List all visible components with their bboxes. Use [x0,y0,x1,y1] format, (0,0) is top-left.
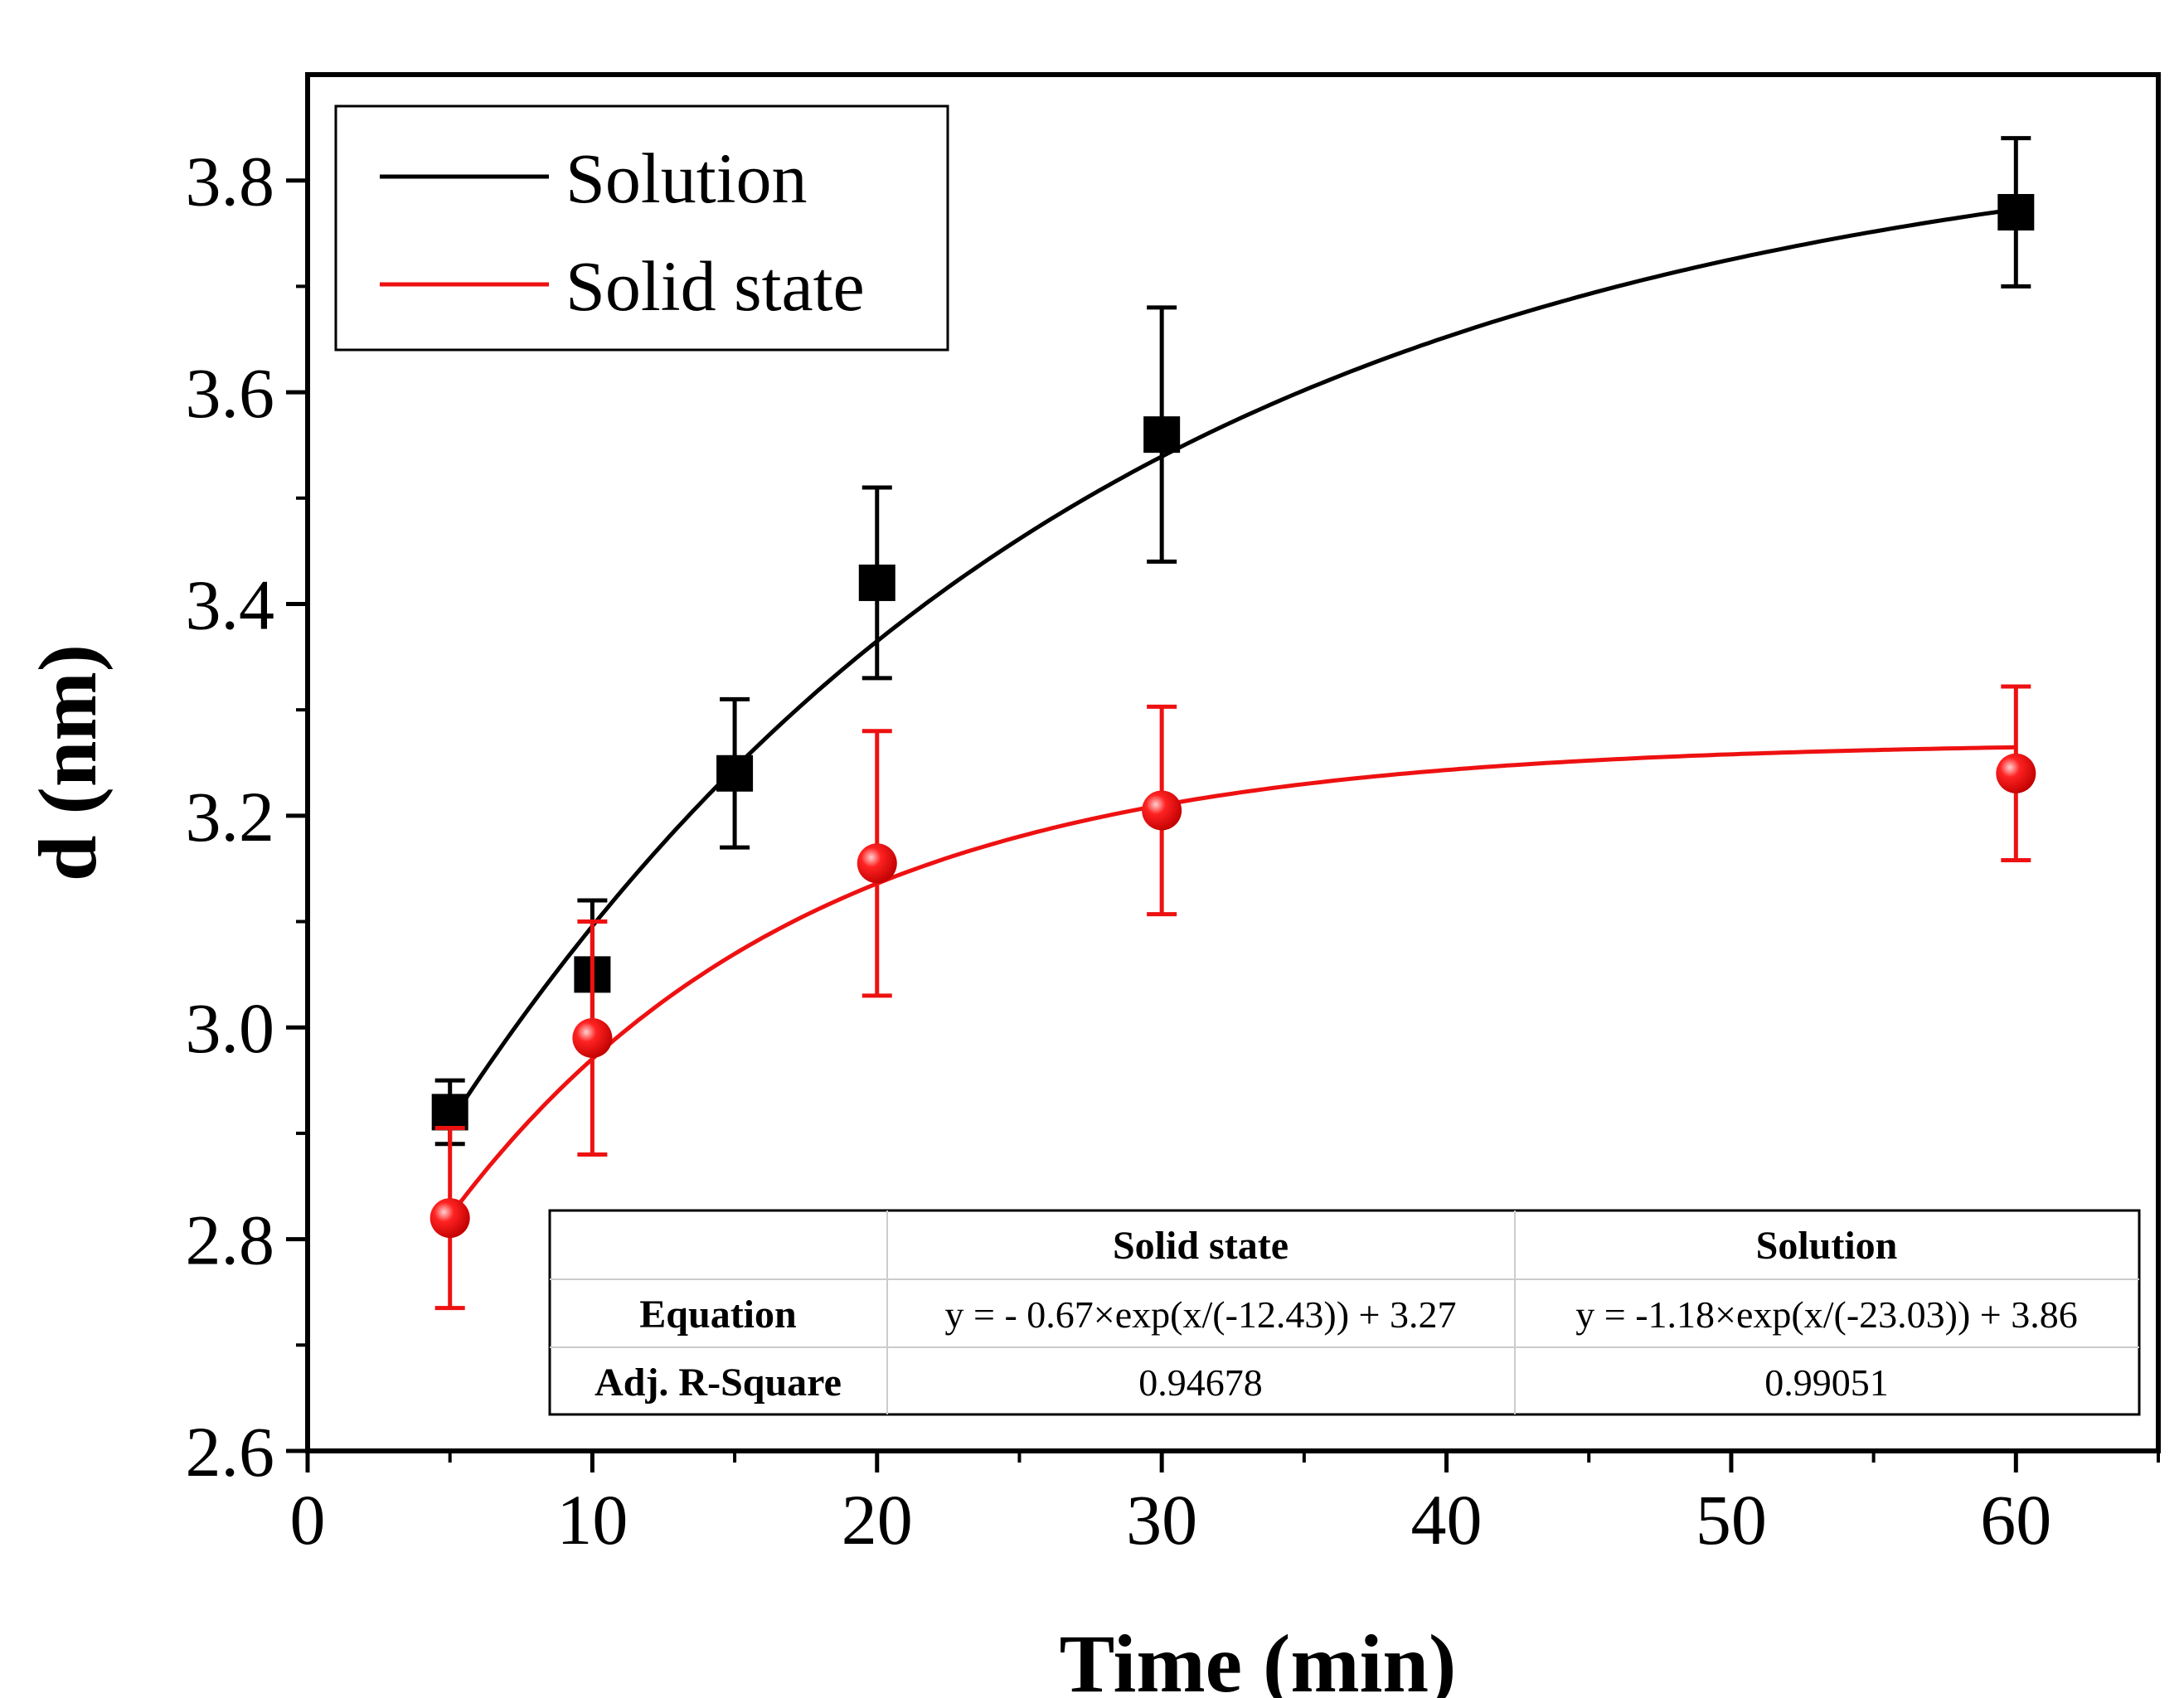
x-axis: 0 10 20 30 40 50 60 [290,1451,2160,1560]
y-tick-label: 2.6 [186,1412,275,1492]
x-tick-label: 10 [556,1480,628,1560]
data-point [1143,416,1181,454]
table-header-solution: Solution [1756,1224,1898,1268]
fit-table: Solid state Solution Equation y = - 0.67… [548,1209,2141,1416]
y-tick-label: 2.8 [186,1201,275,1280]
table-cell-equation-solution: y = -1.18×exp(x/(-23.03)) + 3.86 [1575,1293,2077,1336]
table-cell-r-square-solution: 0.99051 [1764,1361,1889,1404]
data-point [858,564,895,601]
legend-label-solution: Solution [565,138,808,218]
legend-box [334,104,949,352]
table-frame [548,1209,2141,1416]
data-point [716,754,754,792]
y-tick-label: 3.2 [186,777,275,856]
table-row-label-adj-r-square: Adj. R-Square [595,1361,842,1404]
plot-area [430,136,2036,1311]
data-point [857,843,897,884]
series-solution [431,136,2035,1147]
x-tick-label: 60 [1980,1480,2051,1560]
table-row-label-equation: Equation [639,1293,796,1337]
legend: Solution Solid state [334,104,949,352]
data-point [572,1018,613,1058]
y-tick-label: 3.6 [186,353,275,433]
y-axis: 2.6 2.8 3.0 3.2 3.4 3.6 3.8 [186,142,308,1492]
legend-label-solid-state: Solid state [565,246,865,326]
y-tick-label: 3.4 [186,565,275,644]
data-point [1142,790,1182,831]
series-solid-state [430,684,2036,1311]
table-cell-r-square-solid-state: 0.94678 [1138,1361,1263,1404]
x-tick-label: 50 [1696,1480,1767,1560]
data-point [1997,194,2035,230]
data-point [430,1198,470,1239]
y-tick-label: 3.8 [186,142,275,221]
x-tick-label: 30 [1126,1480,1197,1560]
plot-frame [305,72,2161,1453]
data-point [431,1094,468,1131]
fit-curve-solution [448,206,2017,1124]
table-header-solid-state: Solid state [1113,1224,1289,1268]
x-tick-label: 0 [290,1480,326,1560]
data-point [1996,753,2036,793]
y-axis-title: d (nm) [22,644,114,881]
x-tick-label: 40 [1411,1480,1483,1560]
y-tick-label: 3.0 [186,988,275,1068]
x-tick-label: 20 [842,1480,913,1560]
x-axis-title: Time (min) [1060,1618,1457,1698]
fit-curve-solid-state [448,745,2017,1218]
table-cell-equation-solid-state: y = - 0.67×exp(x/(-12.43)) + 3.27 [945,1293,1457,1336]
